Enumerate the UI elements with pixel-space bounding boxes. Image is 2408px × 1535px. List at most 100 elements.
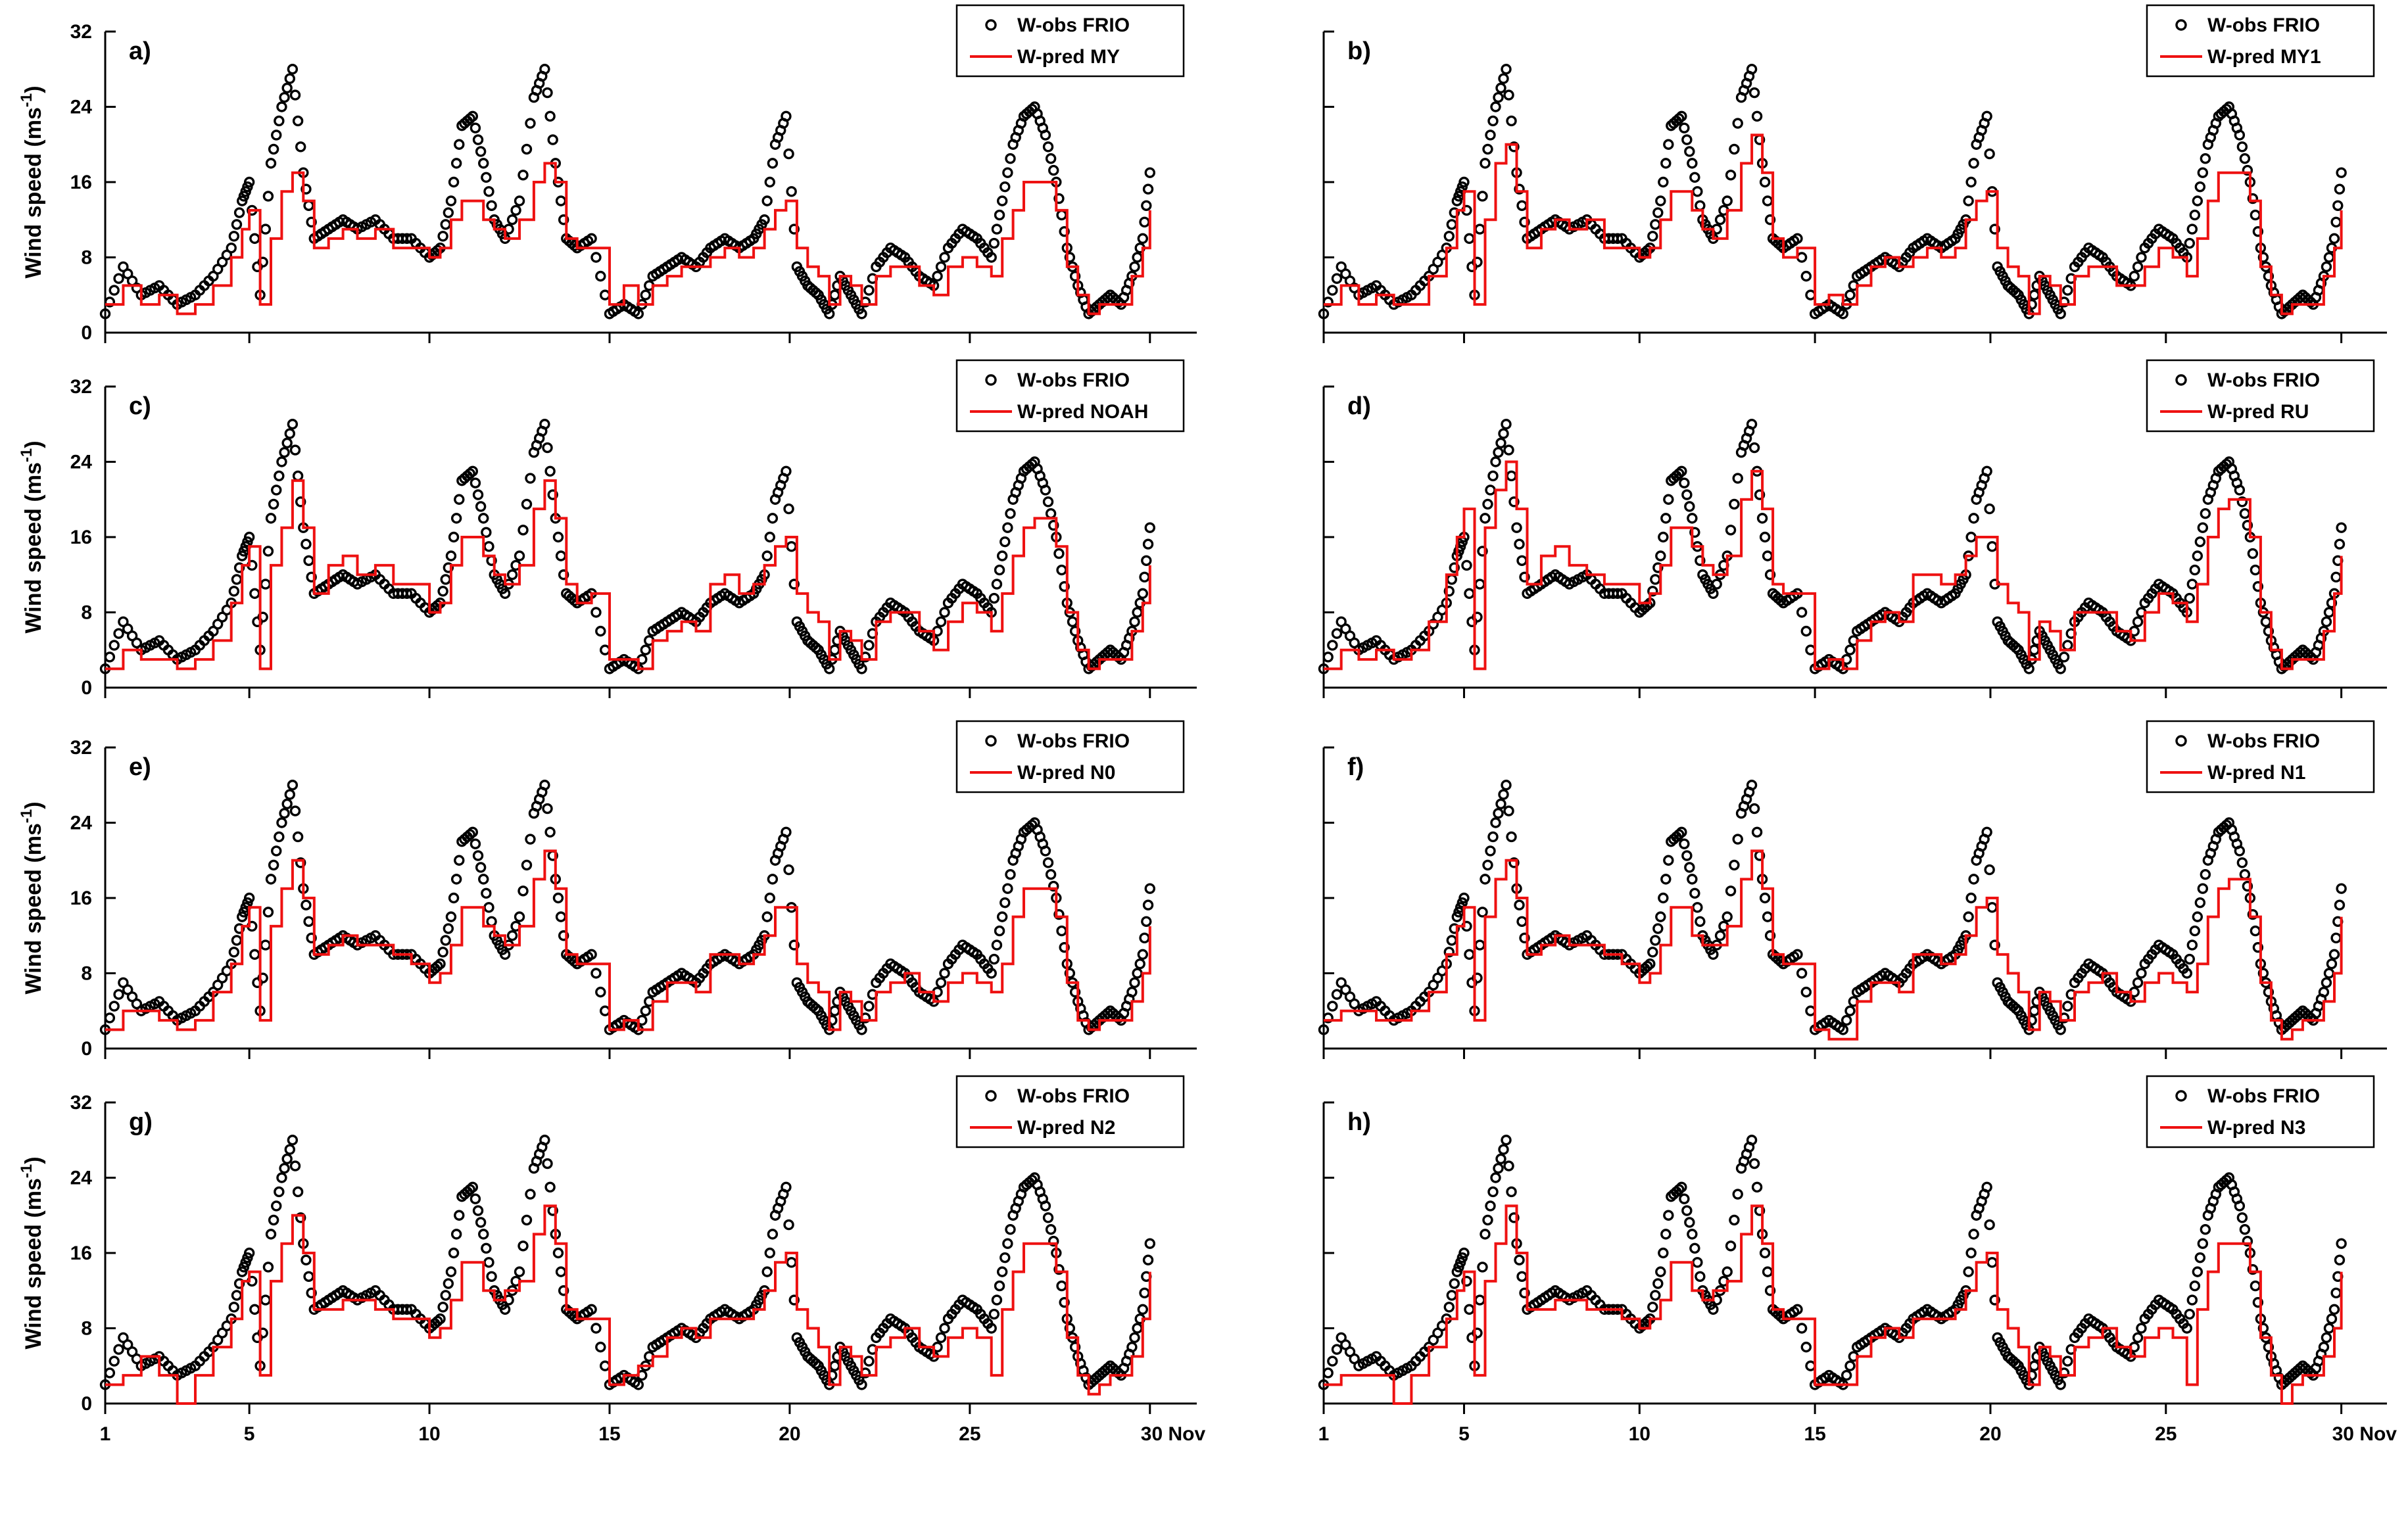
observed-point: [518, 1240, 529, 1252]
observed-point: [539, 1135, 550, 1146]
observed-point: [1053, 1263, 1065, 1275]
observed-point: [783, 503, 794, 515]
observed-point: [1844, 1005, 1856, 1016]
legend-box: [955, 720, 1185, 793]
observed-point: [401, 588, 413, 600]
observed-point: [2257, 968, 2269, 979]
observed-point: [1506, 115, 1517, 127]
observed-point: [1048, 880, 1059, 892]
observed-point: [271, 130, 282, 141]
observed-point: [783, 1219, 794, 1231]
observed-point: [1472, 972, 1483, 983]
observed-point: [1647, 947, 1658, 958]
legend-box: [2146, 720, 2375, 793]
observed-point: [2242, 880, 2253, 892]
observed-point: [1490, 456, 1501, 467]
observed-point: [558, 569, 569, 580]
observed-point: [2184, 1308, 2196, 1320]
observed-point: [1048, 1235, 1059, 1247]
observed-point: [1687, 874, 1698, 885]
observed-point: [1725, 886, 1737, 897]
legend: W-obs FRIO W-pred N3: [2146, 1075, 2375, 1148]
observed-point: [1132, 252, 1143, 263]
observed-point: [539, 780, 550, 791]
observed-point: [472, 850, 484, 861]
observed-point: [1987, 1257, 1998, 1268]
observed-point: [1981, 1181, 1992, 1193]
legend-pred-label: W-pred RU: [2207, 401, 2309, 423]
observed-point: [1045, 869, 1057, 880]
observed-point: [279, 91, 290, 103]
legend-obs-label: W-obs FRIO: [1017, 369, 1130, 391]
observed-point: [1660, 513, 1672, 524]
observed-point: [301, 1254, 312, 1265]
y-tick-label: 8: [81, 963, 92, 985]
observed-point: [1002, 167, 1013, 178]
legend-obs-label: W-obs FRIO: [2207, 14, 2320, 36]
observed-point: [2058, 651, 2070, 663]
observed-point: [1725, 170, 1737, 181]
observed-point: [483, 186, 494, 197]
observed-point: [1837, 1024, 1849, 1035]
observed-point: [1756, 513, 1768, 524]
legend-obs-marker: [2175, 19, 2187, 31]
observed-point: [599, 644, 611, 655]
observed-point: [289, 805, 301, 816]
observed-point: [265, 1229, 277, 1240]
observed-point: [1477, 546, 1488, 557]
observed-point: [2321, 977, 2332, 989]
observed-point: [1318, 1024, 1330, 1035]
observed-point: [486, 200, 497, 211]
observed-point: [1490, 101, 1501, 112]
observed-point: [988, 953, 1000, 965]
observed-point: [1327, 285, 1338, 296]
panel-c: 0 8 16 24 32 Wind speed (ms-1) c) W-obs FRIO W-p…: [18, 359, 1197, 699]
observed-point: [113, 628, 124, 639]
observed-point: [856, 308, 867, 319]
observed-point: [986, 1323, 997, 1334]
observed-point: [2055, 663, 2066, 674]
observed-point: [1987, 541, 1998, 552]
observed-point: [767, 158, 779, 169]
observed-point: [1327, 1356, 1338, 1367]
observed-point: [2129, 270, 2140, 282]
observed-point: [1482, 498, 1493, 510]
observed-point: [1708, 588, 1719, 600]
observed-point: [1714, 214, 1726, 225]
observed-point: [478, 1229, 489, 1240]
observed-point: [1968, 513, 1979, 524]
y-tick-label: 24: [70, 452, 93, 473]
observed-point: [1480, 513, 1491, 524]
observed-point: [257, 611, 268, 623]
observed-point: [231, 574, 243, 585]
x-tick-label: 5: [1458, 1423, 1470, 1445]
observed-point: [1684, 146, 1695, 157]
observed-point: [2263, 1341, 2275, 1353]
observed-point: [1984, 503, 1995, 515]
observed-point: [260, 224, 271, 235]
observed-point: [1689, 172, 1700, 183]
observed-point: [1746, 780, 1758, 791]
observed-point: [287, 64, 299, 75]
observed-point: [1687, 1229, 1698, 1240]
y-tick-label: 8: [81, 1318, 92, 1340]
observed-point: [1965, 892, 1977, 904]
observed-point: [1501, 780, 1512, 791]
observed-point: [1064, 252, 1076, 263]
observed-point: [1841, 1369, 1852, 1381]
observed-point: [2332, 200, 2344, 211]
observed-point: [633, 1379, 644, 1390]
observed-point: [448, 176, 460, 188]
observed-point: [2234, 130, 2246, 141]
observed-point: [1519, 571, 1530, 583]
observed-point: [2250, 925, 2261, 937]
observed-point: [2184, 592, 2196, 604]
observed-point: [1681, 134, 1693, 145]
observed-point: [1002, 522, 1013, 533]
observed-point: [552, 892, 564, 904]
observed-point: [542, 442, 553, 454]
observed-point: [2194, 897, 2206, 909]
observed-point: [1056, 564, 1067, 576]
observed-point: [1059, 225, 1070, 237]
observed-point: [994, 209, 1005, 221]
